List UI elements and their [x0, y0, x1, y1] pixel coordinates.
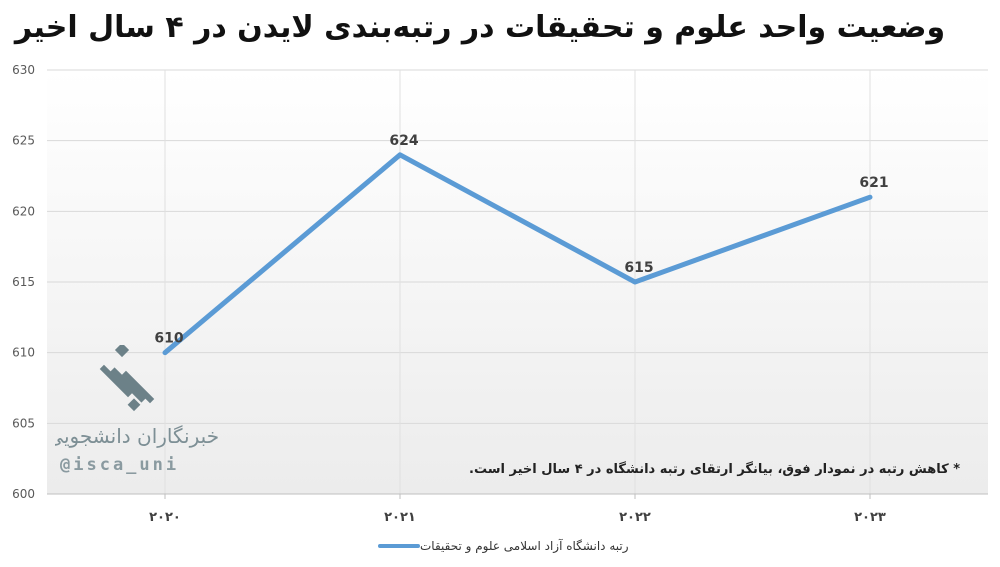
- data-label: 615: [624, 260, 653, 276]
- watermark-logo-text: باشگاه خبرنگاران دانشجویی ایران: [55, 424, 225, 448]
- data-label: 610: [154, 331, 183, 347]
- x-tick-label: ۲۰۲۰: [149, 510, 181, 525]
- x-tick-label: ۲۰۲۳: [854, 510, 886, 525]
- y-tick-label: 630: [12, 63, 35, 77]
- x-tick-label: ۲۰۲۲: [619, 510, 651, 525]
- y-tick-label: 625: [12, 134, 35, 148]
- legend-swatch: [378, 544, 420, 548]
- chart-title: وضعیت واحد علوم و تحقیقات در رتبه‌بندی ل…: [14, 10, 946, 45]
- data-label: 624: [389, 133, 418, 149]
- data-label: 621: [859, 175, 888, 191]
- series-lines: [162, 152, 873, 356]
- y-tick-label: 610: [12, 346, 35, 360]
- x-axis: ۲۰۲۰ ۲۰۲۱ ۲۰۲۲ ۲۰۲۳: [47, 493, 988, 525]
- chart-note: * کاهش رتبه در نمودار فوق، بیانگر ارتقای…: [469, 462, 960, 477]
- series-line: [162, 152, 873, 356]
- data-labels: 610 624 615 621: [154, 133, 888, 347]
- y-tick-label: 620: [12, 204, 35, 218]
- x-tick-label: ۲۰۲۱: [384, 510, 416, 525]
- y-tick-label: 615: [12, 275, 35, 289]
- legend-label: رتبه دانشگاه آزاد اسلامی علوم و تحقیقات: [420, 539, 629, 553]
- y-tick-label: 605: [12, 416, 35, 430]
- legend: رتبه دانشگاه آزاد اسلامی علوم و تحقیقات: [370, 536, 629, 556]
- watermark-handle: @isca_uni: [60, 455, 180, 475]
- y-axis: 600 605 610 615 620 625 630: [12, 63, 35, 501]
- y-tick-label: 600: [12, 487, 35, 501]
